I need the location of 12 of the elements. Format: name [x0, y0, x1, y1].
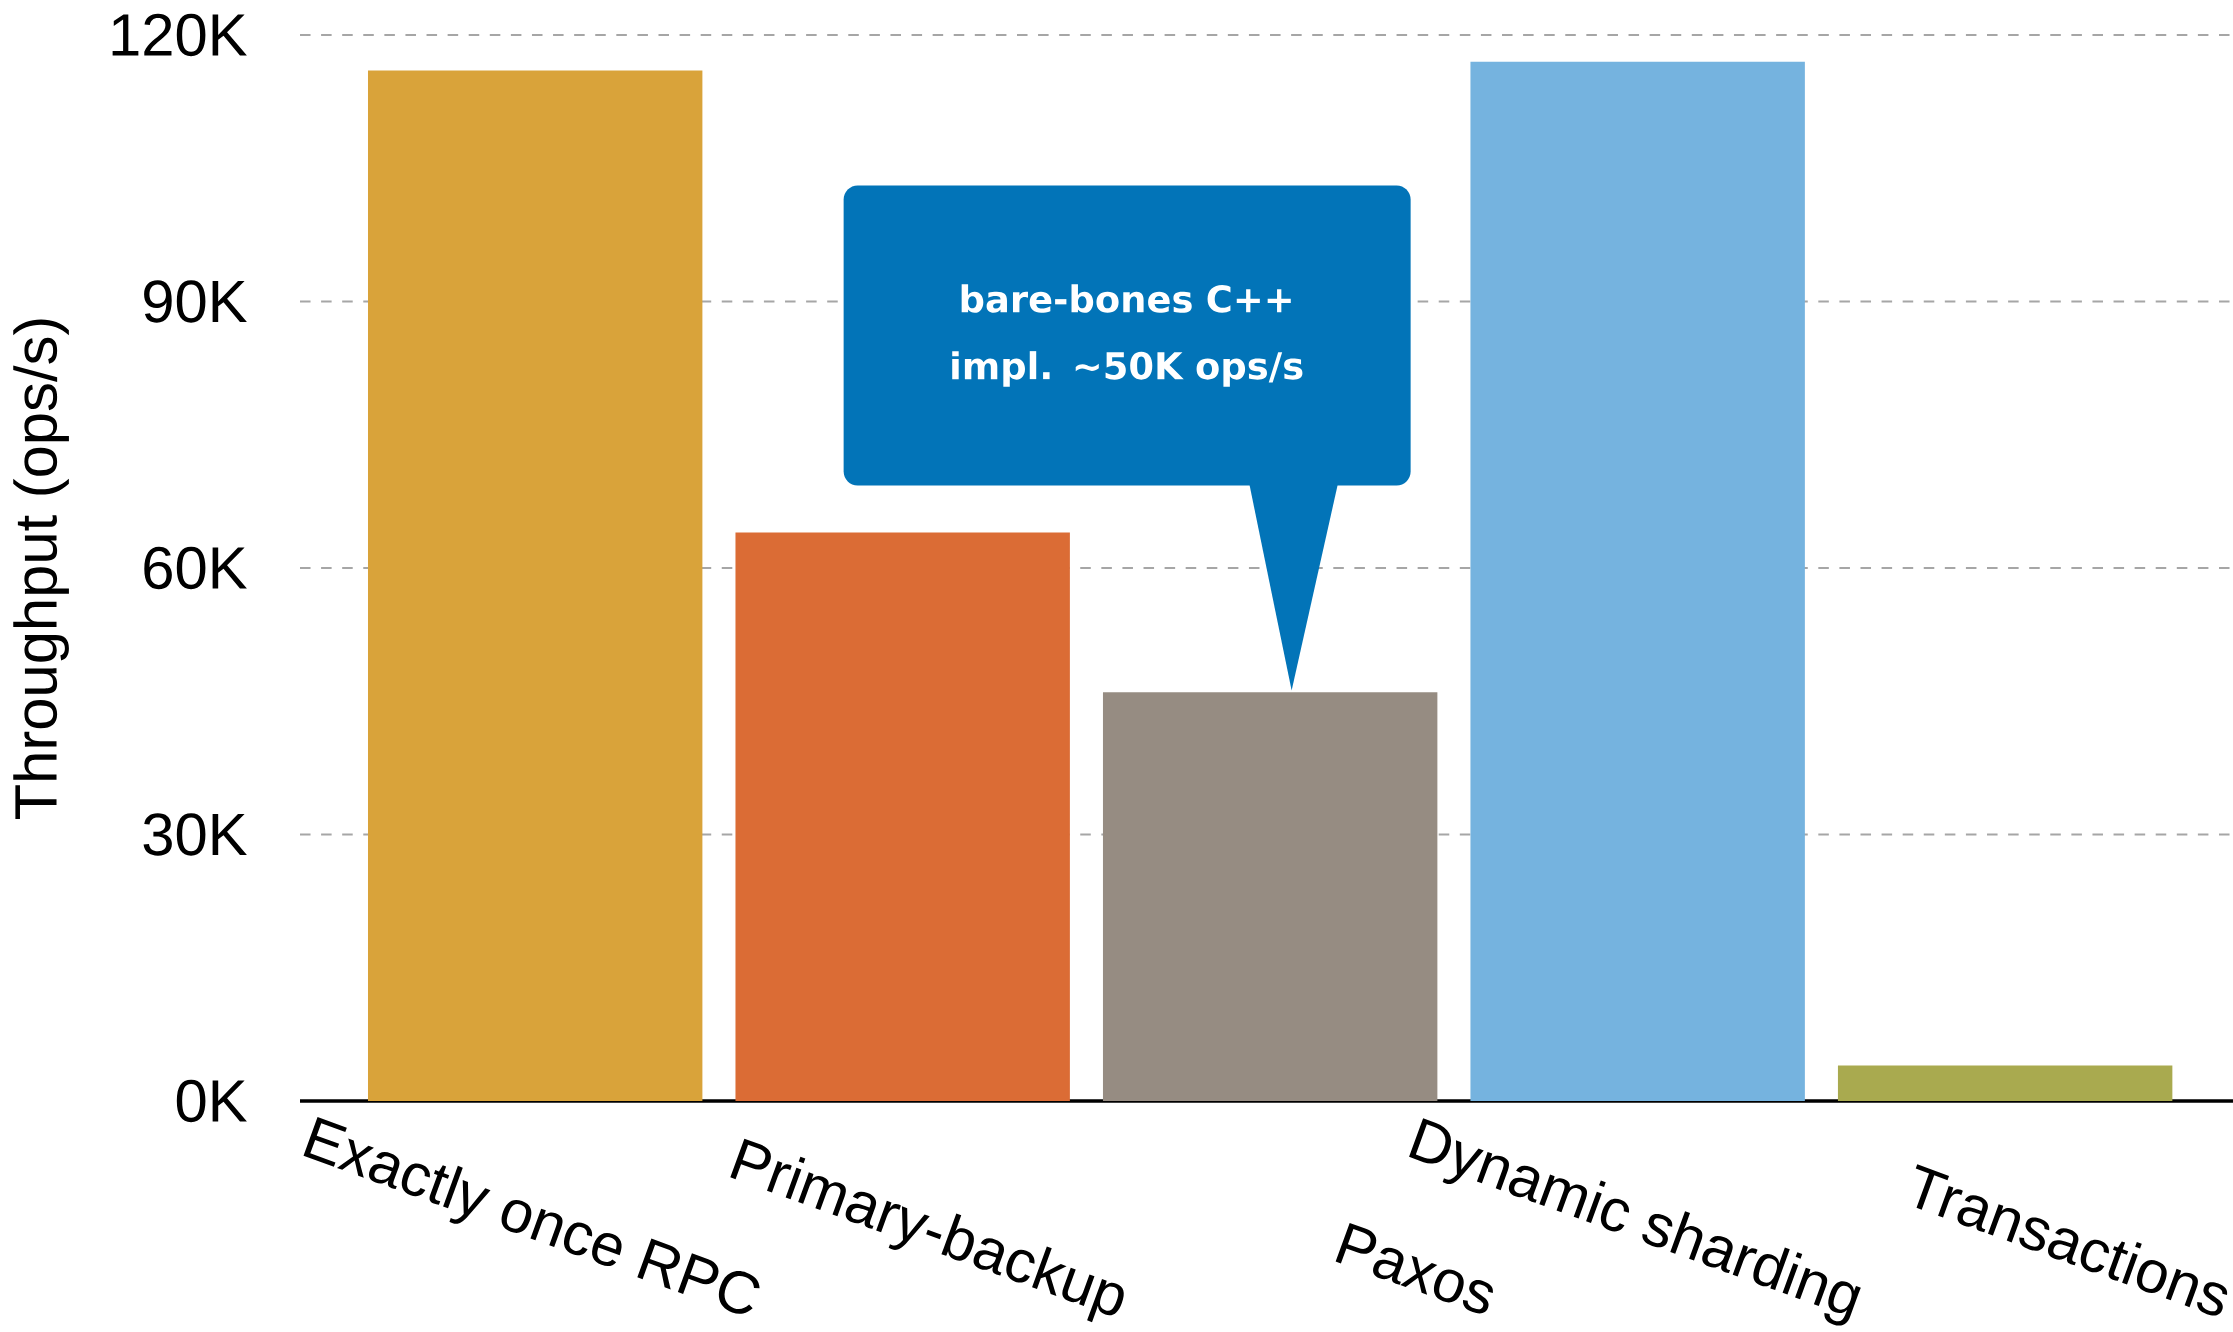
bar [1102, 692, 1438, 1101]
bar [367, 70, 703, 1101]
bar [1470, 61, 1805, 1101]
y-tick-label: 30K [143, 813, 247, 856]
bar [1837, 1065, 2173, 1101]
y-tick-label: 120K [112, 13, 247, 57]
bar [735, 532, 1070, 1101]
y-axis-title: Throughput (ops/s) [13, 319, 69, 820]
y-tick-label: 0K [176, 1079, 247, 1123]
y-tick-label: 60K [144, 546, 247, 590]
annotation: bare-bones C++ impl. ~50K ops/s [952, 284, 1303, 387]
y-tick-label: 90K [144, 280, 247, 323]
